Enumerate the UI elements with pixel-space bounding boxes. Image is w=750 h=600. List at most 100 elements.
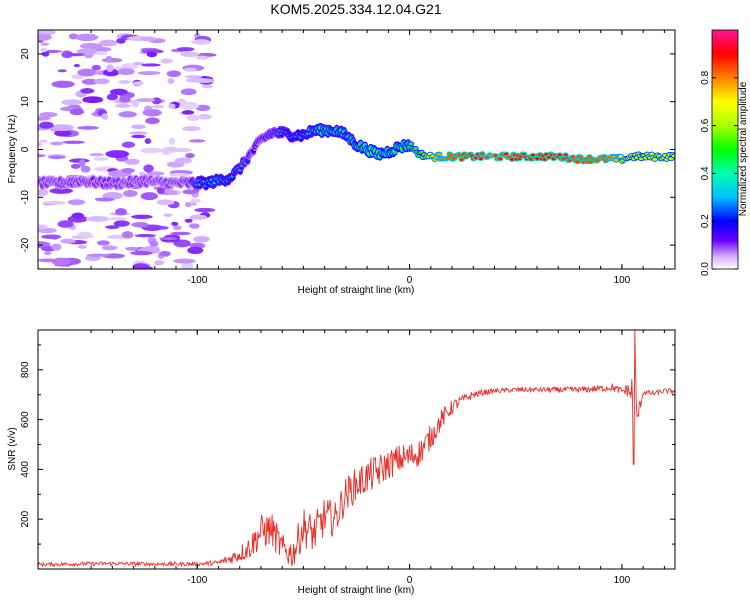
spectrogram-noise-cell <box>105 55 113 63</box>
spectrogram-noise-cell <box>195 104 211 112</box>
spectrogram-noise-cell <box>118 80 131 84</box>
spectrogram-noise-cell <box>173 239 191 248</box>
colorbar: 0.0 0.2 0.4 0.6 0.8 Normalized spectral ampl… <box>700 29 749 276</box>
spectrogram-noise-cell <box>143 164 154 173</box>
spectrogram-noise-cell <box>173 148 192 153</box>
spectrogram-noise-cell <box>136 98 156 103</box>
snr-xlabel: Height of straight line (km) <box>298 585 415 596</box>
spectrogram-noise-cell <box>121 231 134 239</box>
spectrogram-noise-cell <box>54 130 72 137</box>
spectrogram-ridge-cell <box>535 157 540 161</box>
snr-ytick-label: 400 <box>20 461 31 478</box>
spectrogram-ridge-cell <box>449 154 454 157</box>
spectrogram-noise-cell <box>89 153 105 157</box>
spectrogram-ridge-cell <box>668 157 674 161</box>
spectrogram-noise-cell <box>73 64 81 68</box>
spectrogram-noise-cell <box>131 214 153 220</box>
snr-series-line <box>38 330 675 568</box>
spectrogram-noise-cell <box>118 111 137 118</box>
spectrogram-noise-cell <box>137 71 161 76</box>
spectrogram-noise-cell <box>186 114 201 121</box>
spectrogram-noise-cell <box>137 266 153 269</box>
snr-content <box>38 330 675 568</box>
spectrogram-noise-cell <box>189 198 202 203</box>
spectrogram-noise-cell <box>51 80 75 88</box>
spectrogram-noise-cell <box>121 141 136 148</box>
spectrogram-noise-cell <box>131 134 146 139</box>
spectrogram-noise-cell <box>189 202 197 206</box>
spectrogram-noise-cell <box>115 208 127 216</box>
spectrogram-noise-cell <box>105 150 130 158</box>
snr-xtick-label: -100 <box>187 575 207 586</box>
spectrogram-ytick-label: 10 <box>20 96 31 108</box>
spectrogram-noise-cell <box>41 234 62 239</box>
spectrogram-noise-cell <box>48 155 66 159</box>
spectrogram-noise-cell <box>193 235 210 243</box>
spectrogram-noise-cell <box>113 220 130 227</box>
spectrogram-noise-cell <box>39 112 58 118</box>
snr-panel: -100 0 100 200 400 600 800 Height of straight … <box>7 329 676 596</box>
spectrogram-noise-cell <box>145 117 160 125</box>
spectrogram-noise-cell <box>131 124 146 130</box>
spectrogram-noise-cell <box>160 58 173 64</box>
spectrogram-noise-cell <box>169 137 176 146</box>
spectrogram-noise-cell <box>116 38 126 44</box>
spectrogram-noise-cell <box>97 240 110 246</box>
spectrogram-noise-cell <box>40 42 50 46</box>
spectrogram-noise-cell <box>182 126 201 132</box>
spectrogram-noise-cell <box>80 88 95 94</box>
spectrogram-noise-cell <box>149 240 159 247</box>
spectrogram-ridge-cell <box>408 142 414 146</box>
spectrogram-noise-cell <box>71 212 85 219</box>
spectrogram-noise-cell <box>150 105 165 109</box>
spectrogram-noise-cell <box>106 93 118 101</box>
spectrogram-noise-cell <box>51 257 72 266</box>
spectrogram-ridge-cell <box>613 158 619 162</box>
spectrogram-noise-cell <box>197 114 212 120</box>
spectrogram-ridge-cell <box>652 157 658 161</box>
spectrogram-xtick-label: 0 <box>407 275 413 286</box>
snr-xtick-label: 100 <box>614 575 631 586</box>
spectrogram-noise-cell <box>101 245 118 251</box>
spectrogram-noise-cell <box>129 131 148 135</box>
spectrogram-noise-cell <box>64 53 85 57</box>
spectrogram-noise-cell <box>166 70 181 78</box>
spectrogram-noise-cell <box>57 220 74 228</box>
spectrogram-noise-cell <box>187 246 204 255</box>
spectrogram-noise-cell <box>125 246 139 251</box>
spectrogram-noise-cell <box>194 207 216 213</box>
spectrogram-noise-cell <box>75 33 99 42</box>
spectrogram-noise-cell <box>130 251 153 256</box>
spectrogram-noise-cell <box>154 260 165 266</box>
spectrogram-noise-cell <box>131 99 139 108</box>
spectrogram-noise-cell <box>181 110 195 115</box>
spectrogram-noise-cell <box>40 47 48 53</box>
spectrogram-noise-cell <box>42 200 67 205</box>
spectrogram-noise-cell <box>69 108 84 116</box>
spectrogram-noise-cell <box>132 61 145 66</box>
snr-ytick-label: 600 <box>20 411 31 428</box>
spectrogram-noise-cell <box>171 221 179 226</box>
spectrogram-noise-cell <box>167 78 175 84</box>
spectrogram-noise-cell <box>61 99 83 106</box>
spectrogram-ridge-cell <box>503 152 509 156</box>
spectrogram-noise-cell <box>170 231 191 236</box>
snr-xtick-label: 0 <box>407 575 413 586</box>
spectrogram-noise-cell <box>117 68 135 76</box>
spectrogram-ridge-cell <box>557 153 562 157</box>
spectrogram-noise-cell <box>77 245 87 249</box>
colorbar-tick-label: 0.6 <box>700 118 711 132</box>
spectrogram-noise-cell <box>62 140 85 144</box>
spectrogram-noise-cell <box>76 48 98 55</box>
spectrogram-noise-cell <box>93 78 110 85</box>
colorbar-tick-label: 0.8 <box>700 70 711 84</box>
snr-frame <box>37 329 676 570</box>
spectrogram-noise-cell <box>140 192 158 201</box>
spectrogram-noise-cell <box>91 64 101 71</box>
spectrogram-noise-cell <box>119 95 131 103</box>
spectrogram-noise-cell <box>157 226 169 230</box>
spectrogram-ridge-cell <box>639 157 644 161</box>
spectrogram-ytick-label: 20 <box>20 48 31 60</box>
